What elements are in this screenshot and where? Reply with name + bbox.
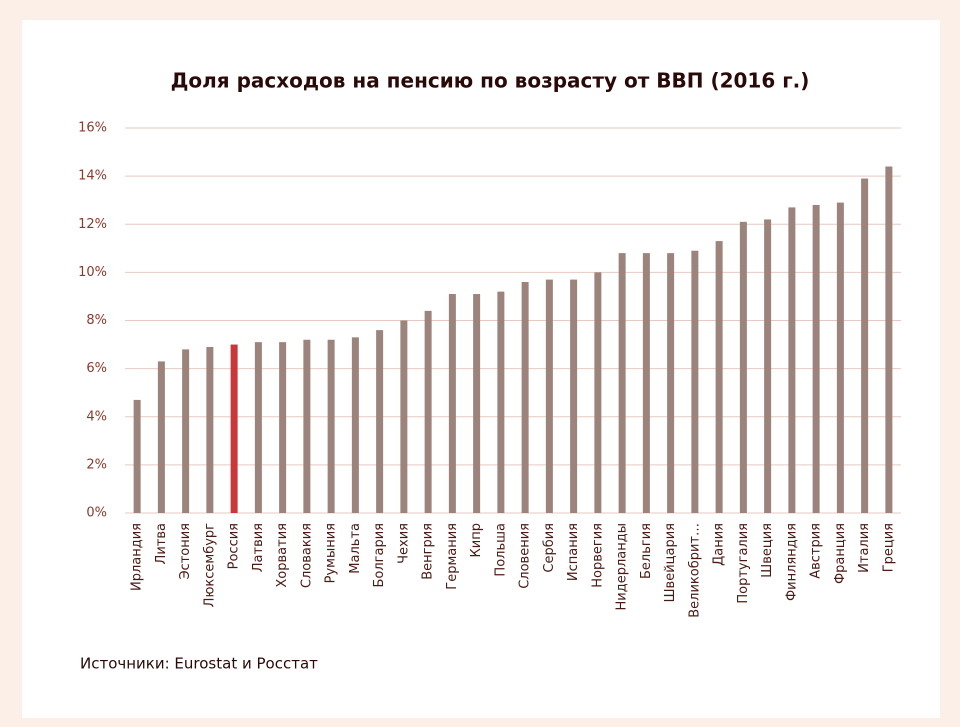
x-tick-label: Кипр — [469, 523, 484, 557]
bar — [667, 253, 675, 513]
bar — [182, 349, 190, 513]
x-tick-label: Болгария — [372, 523, 387, 588]
x-tick-label: Финляндия — [784, 523, 799, 601]
x-tick-label: Греция — [881, 523, 896, 572]
bar — [303, 339, 311, 513]
bar — [424, 310, 432, 513]
chart-title: Доля расходов на пенсию по возрасту от В… — [171, 69, 810, 93]
x-tick-label: Мальта — [348, 523, 363, 574]
x-tick-label: Германия — [445, 523, 460, 590]
bar — [206, 346, 214, 513]
x-tick-label: Испания — [566, 523, 581, 581]
x-tick-label: Великобрит… — [687, 523, 702, 618]
bar — [545, 279, 553, 513]
bar — [254, 342, 262, 513]
bar — [521, 282, 529, 513]
x-tick-label: Латвия — [251, 523, 266, 572]
x-tick-label: Франция — [833, 523, 848, 584]
bar — [812, 205, 820, 513]
bar — [691, 250, 699, 513]
x-tick-label: Люксембург — [202, 523, 217, 607]
x-tick-label: Ирландия — [130, 523, 145, 591]
x-tick-label: Сербия — [542, 523, 557, 573]
bar — [157, 361, 165, 513]
x-tick-label: Румыния — [324, 523, 339, 583]
bar — [570, 279, 578, 513]
y-tick-label: 0% — [86, 506, 107, 521]
bar — [351, 337, 359, 513]
x-tick-label: Словакия — [299, 523, 314, 588]
y-tick-label: 6% — [86, 361, 107, 376]
y-tick-label: 10% — [78, 265, 107, 280]
x-tick-label: Хорватия — [275, 523, 290, 588]
bar — [739, 221, 747, 513]
x-tick-label: Австрия — [809, 523, 824, 579]
x-tick-label: Литва — [154, 523, 169, 564]
x-tick-label: Польша — [493, 523, 508, 577]
x-tick-label: Россия — [227, 523, 242, 569]
bar — [473, 294, 481, 513]
y-tick-label: 12% — [78, 217, 107, 232]
bar — [642, 253, 650, 513]
y-tick-label: 4% — [86, 409, 107, 424]
x-tick-label: Швеция — [760, 523, 775, 578]
bar — [715, 241, 723, 513]
x-tick-label: Словения — [518, 523, 533, 589]
bar — [861, 178, 869, 513]
x-tick-label: Венгрия — [421, 523, 436, 580]
x-tick-label: Португалия — [736, 523, 751, 604]
x-tick-label: Швейцария — [663, 523, 678, 602]
bar — [497, 291, 505, 513]
x-tick-label: Эстония — [178, 523, 193, 580]
y-tick-label: 2% — [86, 457, 107, 472]
x-tick-label: Норвегия — [590, 523, 605, 588]
x-tick-label: Бельгия — [639, 523, 654, 579]
bar — [836, 202, 844, 513]
bar — [885, 166, 893, 513]
bar — [133, 399, 141, 513]
bar — [327, 339, 335, 513]
bar — [764, 219, 772, 513]
bar — [618, 253, 626, 513]
bar — [448, 294, 456, 513]
y-tick-label: 14% — [78, 169, 107, 184]
y-tick-label: 8% — [86, 313, 107, 328]
y-tick-label: 16% — [78, 121, 107, 136]
x-tick-label: Италия — [857, 523, 872, 573]
x-tick-label: Дания — [712, 523, 727, 566]
bar — [788, 207, 796, 513]
bar — [230, 344, 238, 513]
x-tick-label: Нидерланды — [615, 523, 630, 611]
bar — [594, 272, 602, 513]
bar — [376, 330, 384, 513]
bar — [279, 342, 287, 513]
x-tick-label: Чехия — [396, 523, 411, 564]
source-note: Источники: Eurostat и Росстат — [80, 655, 318, 673]
bar — [400, 320, 408, 513]
